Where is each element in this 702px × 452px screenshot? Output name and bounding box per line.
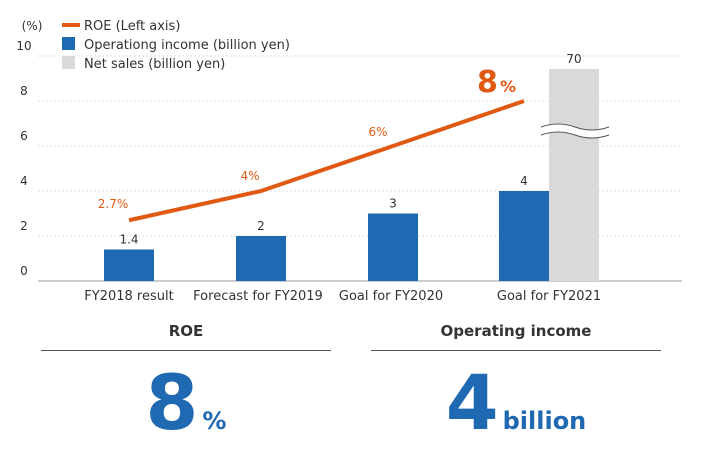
legend-operating-label: Operationg income (billion yen) [84,38,290,53]
roe-kpi-number: 8 [145,358,199,447]
legend-net-sales-label: Net sales (billion yen) [84,57,225,72]
y-tick-label: 2 [20,219,28,233]
axis-break-line [540,123,610,131]
roe-kpi-unit: % [202,407,227,435]
y-tick-label: 0 [20,264,28,278]
axis-break-gap [541,124,609,138]
operating-income-kpi-number: 4 [445,358,499,447]
operating-income-bar [499,191,549,281]
roe-final-unit: % [500,77,516,96]
operating-income-bar [236,236,286,281]
y-tick-label: 10 [16,39,31,53]
y-tick-label: 4 [20,174,28,188]
x-category-label: Goal for FY2020 [339,289,443,304]
y-axis-unit: (%) [22,19,43,33]
operating-income-label: 1.4 [119,233,138,247]
operating-income-kpi-heading: Operating income [371,322,661,351]
operating-income-kpi-value: 4 billion [371,365,661,441]
operating-income-bar [368,213,418,281]
operating-income-label: 4 [520,174,528,188]
y-tick-label: 8 [20,84,28,98]
roe-line [128,99,525,223]
roe-final-label: 8 [477,65,498,100]
operating-income-kpi: Operating income 4 billion [371,322,661,441]
legend-roe-label: ROE (Left axis) [84,19,180,34]
roe-data-label: 2.7% [98,197,129,211]
roe-kpi-value: 8% [41,365,331,441]
roe-kpi-heading: ROE [41,322,331,351]
net-sales-bar [549,69,599,281]
net-sales-label: 70 [566,52,581,66]
operating-income-bar [104,249,154,281]
legend-net-sales-swatch [62,56,75,69]
legend-operating-swatch [62,37,75,50]
operating-income-label: 3 [389,197,397,211]
operating-income-label: 2 [257,219,265,233]
roe-data-label: 6% [368,125,387,139]
roe-data-label: 4% [240,169,259,183]
combo-chart: 0 2 4 6 8 10 (%) ROE (Left axis) Operationg inco… [16,19,682,304]
y-tick-label: 6 [20,129,28,143]
x-category-label: Goal for FY2021 [497,289,601,304]
operating-income-kpi-unit: billion [502,407,587,435]
roe-kpi: ROE 8% [41,322,331,441]
x-category-label: Forecast for FY2019 [193,289,323,304]
x-category-label: FY2018 result [84,289,173,304]
axis-break-line [540,131,610,139]
